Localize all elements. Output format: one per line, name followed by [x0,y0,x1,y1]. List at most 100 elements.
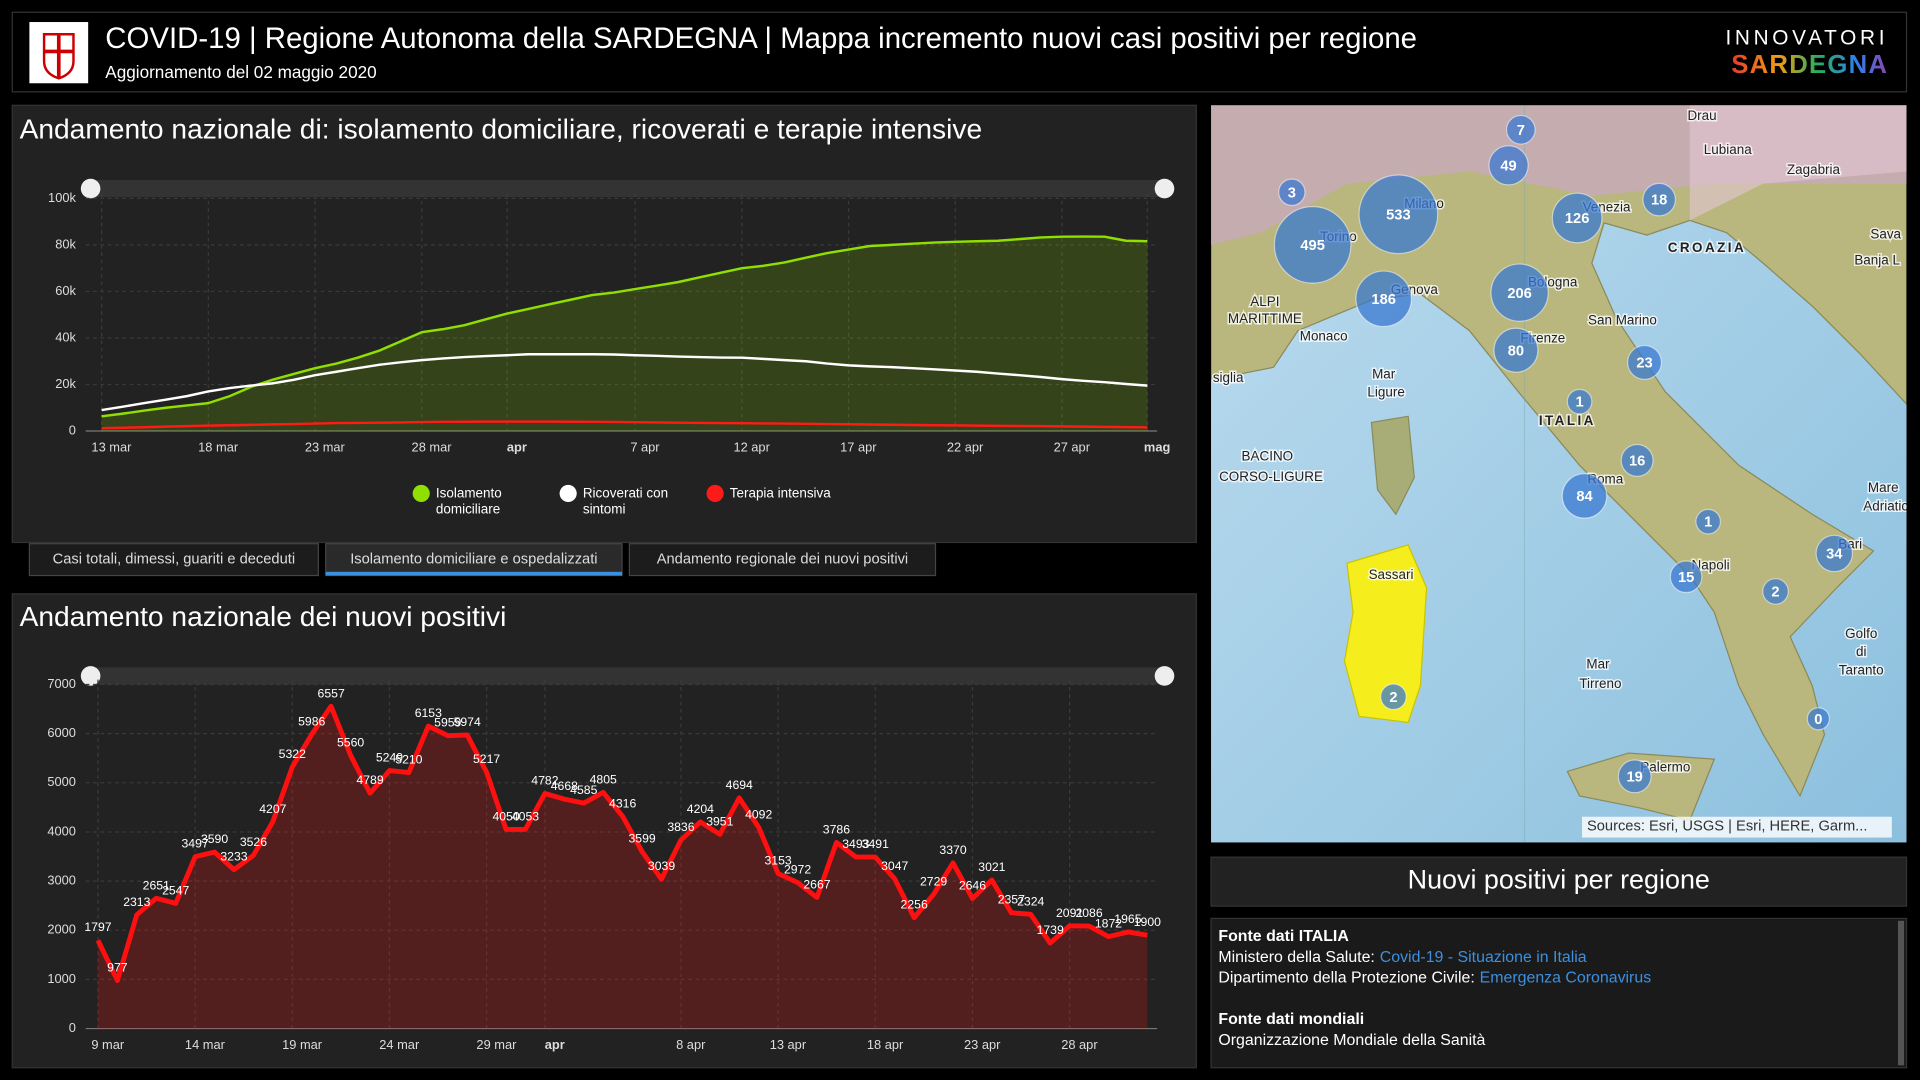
x-tick-label: apr [507,440,527,455]
brand-bottom: SARDEGNA [1731,51,1888,79]
y-tick-label: 1000 [47,971,76,986]
place-label: MARITTIME [1228,311,1302,326]
legend-swatch[interactable] [706,484,724,503]
logo [29,22,89,84]
tab-label[interactable]: Casi totali, dimessi, guariti e deceduti [53,551,295,567]
cluster[interactable] [1505,114,1536,145]
tabs: Casi totali, dimessi, guariti e deceduti… [28,543,937,577]
source-link[interactable]: Covid-19 - Situazione in Italia [1380,949,1587,966]
data-label: 5974 [454,715,481,729]
cluster[interactable] [1490,263,1549,322]
x-tick-label: 29 mar [476,1037,517,1052]
cluster[interactable] [1762,578,1789,605]
cluster[interactable] [1626,344,1662,380]
cluster-label: 3 [1288,185,1296,201]
data-label: 4053 [512,809,539,823]
cluster[interactable] [1380,683,1407,711]
header-subtitle: Aggiornamento del 02 maggio 2020 [105,62,376,82]
cluster[interactable] [1561,473,1608,519]
source-line: Organizzazione Mondiale della Sanità [1218,1032,1485,1049]
data-label: 3590 [201,832,228,846]
data-label: 2667 [803,877,830,891]
place-label: Monaco [1300,328,1348,343]
cluster-label: 186 [1371,292,1396,308]
data-label: 2086 [1075,906,1102,920]
x-tick-label: 24 mar [379,1037,420,1052]
data-label: 3951 [706,814,733,828]
line [101,235,1148,418]
legend-swatch[interactable] [559,484,577,503]
cluster[interactable] [1355,270,1413,328]
data-label: 2646 [959,878,986,892]
range-slider[interactable] [90,667,1165,685]
plot: 0 20k 40k 60k 80k 100k 13 mar 18 mar 23 mar 28 ma… [48,178,1175,516]
header-title: COVID-19 | Regione Autonoma della SARDEG… [105,22,1417,55]
place-label: BACINO [1242,448,1294,463]
cluster[interactable] [1551,192,1603,244]
data-label: 3047 [881,859,908,873]
cluster-label: 495 [1300,238,1325,254]
data-label: 1739 [1037,923,1064,937]
cluster[interactable] [1620,443,1654,477]
data-label: 3370 [939,843,966,857]
data-label: 3493 [842,837,869,851]
tab-label[interactable]: Isolamento domiciliare e ospedalizzati [350,551,597,567]
tab[interactable] [28,543,319,577]
place-label: Mare [1868,480,1899,495]
slider-handle[interactable] [1154,178,1175,199]
tab[interactable] [628,543,937,577]
cluster[interactable] [1566,388,1593,415]
sardinia [1343,544,1428,724]
slider-handle[interactable] [80,666,101,686]
cluster-label: 15 [1678,570,1694,586]
x-tick-label: 23 apr [964,1037,1001,1052]
cluster[interactable] [1493,327,1539,373]
data-label: 2256 [901,898,928,912]
range-slider[interactable] [90,180,1165,198]
slider-handle[interactable] [1154,666,1175,686]
data-label: 4668 [551,779,578,793]
cluster-label: 0 [1814,712,1822,728]
tab-label[interactable]: Andamento regionale dei nuovi positivi [657,551,908,567]
cluster-label: 2 [1771,585,1779,601]
cluster[interactable] [1273,206,1352,284]
cluster[interactable] [1815,534,1854,573]
area [97,706,1148,1029]
place-label: Zagabria [1787,162,1841,177]
data-label: 1900 [1134,915,1161,929]
legend-swatch[interactable] [412,484,430,503]
cluster[interactable] [1806,707,1831,731]
scrollbar[interactable] [1897,920,1905,1066]
legend-label[interactable]: Isolamento domiciliare [436,485,502,516]
data-label: 1797 [84,920,111,934]
data-label: 4789 [356,773,383,787]
place-label: CROAZIA [1668,240,1746,255]
cluster[interactable] [1642,182,1677,217]
data-label: 5986 [298,714,325,728]
data-label: 4050 [492,809,519,823]
cluster[interactable] [1695,508,1722,535]
cluster[interactable] [1358,174,1439,255]
data-label: 4585 [570,783,597,797]
x-tick-label: 17 apr [840,440,877,455]
y-tick-label: 100k [48,190,76,205]
source-heading: Fonte dati ITALIA [1218,928,1349,945]
legend-label[interactable]: Ricoverati con sintomi [583,485,668,516]
source-heading: Fonte dati mondiali [1218,1011,1364,1028]
cluster[interactable] [1278,178,1306,206]
cluster-label: 1 [1576,395,1584,411]
data-label: 6557 [318,686,345,700]
source-link[interactable]: Emergenza Coronavirus [1480,970,1652,987]
legend-label[interactable]: Terapia intensiva [730,485,831,500]
cluster[interactable] [1669,560,1703,594]
slider-handle[interactable] [80,178,101,199]
data-label: 2547 [162,883,189,897]
data-label: 1872 [1095,917,1122,931]
y-tick-label: 60k [55,283,76,298]
place-label: di [1856,644,1866,659]
cluster[interactable] [1617,759,1652,794]
cluster-label: 23 [1636,356,1652,372]
cluster[interactable] [1488,145,1529,186]
brand-top: INNOVATORI [1725,27,1888,50]
